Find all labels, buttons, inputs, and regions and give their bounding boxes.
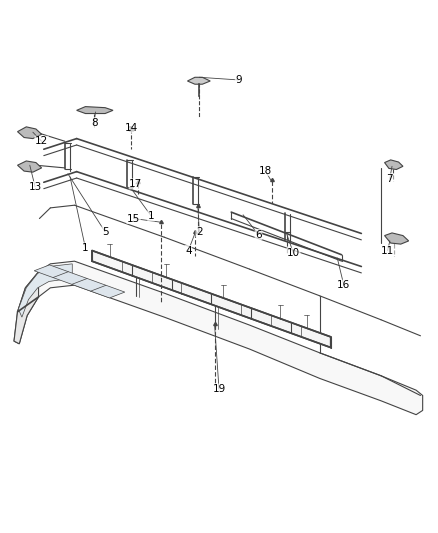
Polygon shape [385, 160, 403, 169]
Polygon shape [385, 233, 409, 244]
Polygon shape [77, 107, 113, 114]
Text: 4: 4 [185, 246, 192, 255]
Polygon shape [18, 264, 72, 317]
Text: 11: 11 [381, 246, 394, 255]
Text: 17: 17 [129, 179, 142, 189]
Text: 15: 15 [127, 214, 140, 223]
Text: 10: 10 [287, 248, 300, 258]
Text: 16: 16 [337, 280, 350, 290]
Text: 5: 5 [102, 227, 109, 237]
Polygon shape [18, 127, 42, 139]
Text: 9: 9 [235, 75, 242, 85]
Text: 19: 19 [212, 384, 226, 394]
Polygon shape [92, 251, 331, 348]
Text: 12: 12 [35, 136, 48, 146]
Polygon shape [18, 161, 42, 172]
Text: 6: 6 [255, 230, 262, 239]
Text: 1: 1 [148, 211, 155, 221]
Text: 7: 7 [386, 174, 393, 183]
Polygon shape [187, 77, 210, 84]
Polygon shape [14, 272, 39, 344]
Text: 8: 8 [91, 118, 98, 127]
Polygon shape [34, 265, 125, 298]
Text: 18: 18 [258, 166, 272, 175]
Polygon shape [14, 261, 423, 415]
Text: 1: 1 [82, 243, 89, 253]
Text: 13: 13 [28, 182, 42, 191]
Text: 14: 14 [125, 123, 138, 133]
Text: 2: 2 [196, 227, 203, 237]
